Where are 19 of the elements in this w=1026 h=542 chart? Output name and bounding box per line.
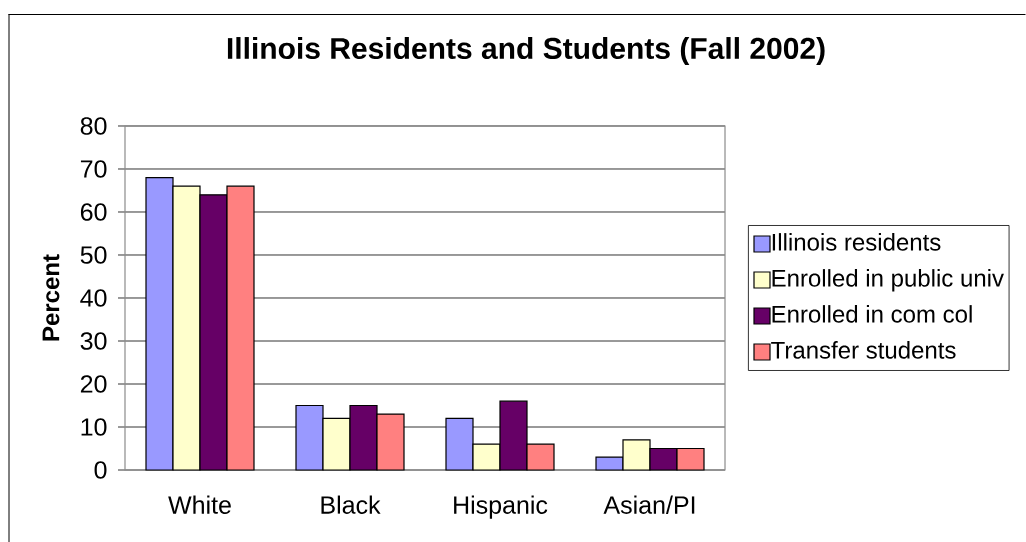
- x-tick-label: Asian/PI: [603, 495, 695, 514]
- x-tick-label: Black: [321, 495, 381, 514]
- legend-label: Illinois residents: [772, 233, 941, 251]
- chart-title: Illinois Residents and Students (Fall 2002): [227, 37, 825, 65]
- y-tick-label: 50: [80, 246, 107, 264]
- y-tick-label: 80: [80, 117, 107, 135]
- legend-label: Enrolled in com col: [772, 305, 972, 323]
- y-axis-title: Percent: [42, 254, 60, 341]
- x-tick-label: White: [168, 495, 231, 514]
- y-tick-label: 0: [94, 461, 107, 479]
- y-tick-label: 70: [80, 160, 107, 178]
- legend-label: Transfer students: [771, 341, 956, 359]
- x-tick-label: Hispanic: [454, 495, 548, 519]
- y-tick-label: 20: [80, 375, 107, 393]
- y-tick-label: 30: [80, 332, 107, 350]
- y-tick-label: 10: [81, 418, 107, 436]
- y-tick-label: 60: [80, 203, 107, 221]
- legend-label: Enrolled in public univ: [772, 269, 1004, 292]
- y-tick-label: 40: [80, 289, 107, 307]
